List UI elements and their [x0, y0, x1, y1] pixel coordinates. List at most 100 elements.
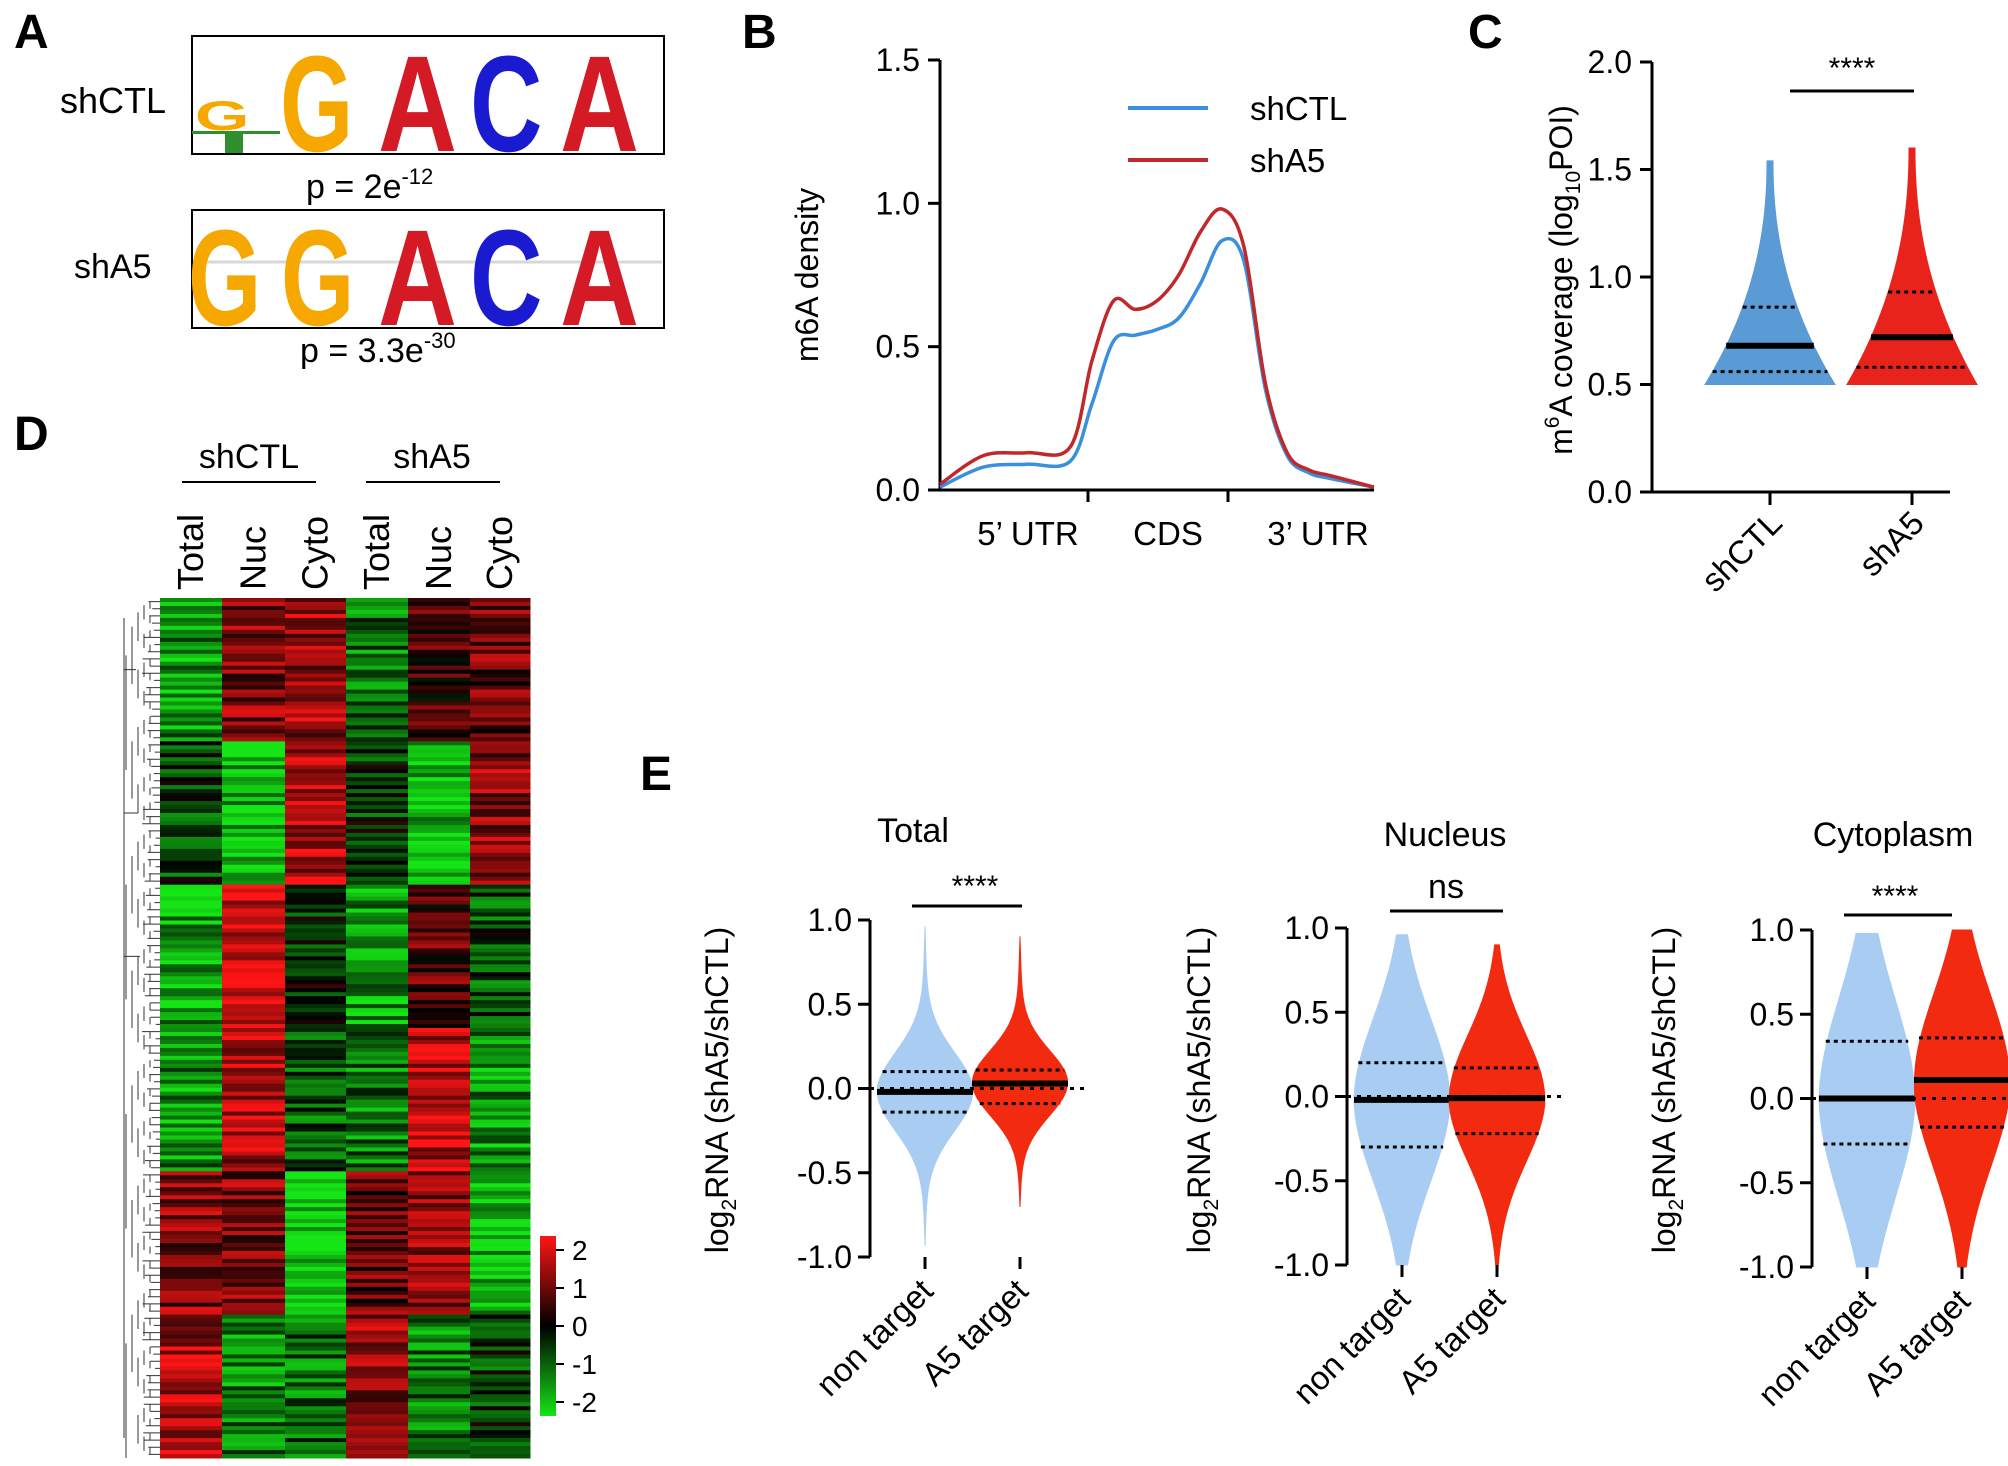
d-heatmap-cell	[470, 769, 531, 774]
d-heatmap-cell	[160, 828, 223, 834]
d-heatmap-cell	[470, 773, 531, 778]
d-heatmap-cell	[470, 1418, 531, 1423]
d-heatmap-cell	[470, 1290, 531, 1296]
d-heatmap-cell	[285, 1163, 347, 1168]
d-heatmap-cell	[470, 844, 531, 850]
d-heatmap-cell	[222, 1338, 286, 1344]
d-heatmap-cell	[285, 872, 347, 878]
d-heatmap-cell	[408, 1028, 471, 1033]
d-heatmap-cell	[222, 769, 286, 774]
d-heatmap-cell	[222, 892, 286, 898]
d-heatmap-cell	[346, 633, 409, 639]
d-heatmap-cell	[222, 868, 286, 874]
d-heatmap-cell	[346, 1119, 409, 1125]
d-scale-tick-label: 2	[572, 1235, 588, 1266]
d-heatmap-cell	[285, 701, 347, 706]
c-x-tick-label: shCTL	[1694, 504, 1789, 599]
d-heatmap-cell	[160, 765, 223, 770]
d-heatmap-cell	[285, 864, 347, 870]
d-heatmap-cell	[408, 809, 471, 814]
d-heatmap-cell	[470, 820, 531, 826]
d-heatmap-cell	[285, 1246, 347, 1252]
d-heatmap-cell	[408, 1239, 471, 1244]
d-heatmap-cell	[160, 769, 223, 774]
d-heatmap-cell	[408, 1394, 471, 1399]
d-heatmap-cell	[160, 717, 223, 722]
d-heatmap-cell	[346, 1039, 409, 1045]
d-heatmap-cell	[470, 629, 531, 635]
d-heatmap-cell	[346, 1147, 409, 1152]
d-heatmap-cell	[222, 809, 286, 814]
d-heatmap-cell	[222, 1258, 286, 1264]
d-heatmap-cell	[346, 1059, 409, 1065]
d-heatmap-cell	[470, 657, 531, 663]
d-heatmap-cell	[408, 1219, 471, 1224]
d-heatmap-cell	[285, 880, 347, 886]
d-heatmap-cell	[470, 1020, 531, 1025]
logo-sha5-letter-g1: G	[188, 202, 261, 355]
d-heatmap-cell	[285, 598, 347, 603]
d-heatmap-cell	[470, 685, 531, 691]
d-heatmap-cell	[346, 1008, 409, 1013]
d-heatmap-cell	[160, 1302, 223, 1308]
d-dendrogram-lines	[123, 601, 160, 1458]
d-heatmap-cell	[470, 617, 531, 623]
d-heatmap-cell	[222, 1179, 286, 1184]
d-heatmap-cell	[160, 1410, 223, 1415]
d-heatmap-cell	[470, 936, 531, 941]
d-heatmap-cell	[408, 888, 471, 894]
d-heatmap-cell	[346, 1346, 409, 1351]
d-heatmap-cell	[160, 789, 223, 794]
d-heatmap-cell	[470, 1024, 531, 1029]
d-heatmap-cell	[160, 1195, 223, 1200]
d-heatmap-cell	[222, 737, 286, 742]
d-heatmap-cell	[470, 645, 531, 651]
d-heatmap-cell	[222, 1382, 286, 1387]
d-heatmap-cell	[160, 1071, 223, 1077]
d-heatmap-cell	[346, 797, 409, 802]
d-heatmap-cell	[222, 1454, 286, 1459]
d-heatmap-cell	[408, 617, 471, 623]
d-heatmap-cell	[285, 1131, 347, 1136]
d-heatmap-cell	[408, 1362, 471, 1367]
d-heatmap-cell	[470, 948, 531, 953]
d-heatmap-cell	[470, 836, 531, 842]
d-dendrogram	[123, 601, 160, 1458]
d-heatmap-cell	[408, 824, 471, 830]
d-heatmap-cell	[285, 793, 347, 798]
d-heatmap-cell	[285, 693, 347, 699]
d-heatmap-cell	[408, 1199, 471, 1204]
d-heatmap-cell	[160, 860, 223, 866]
d-heatmap-cell	[346, 637, 409, 643]
d-heatmap-cell	[470, 693, 531, 699]
d-heatmap-cell	[222, 884, 286, 890]
d-heatmap-cell	[470, 1223, 531, 1228]
d-heatmap-cell	[222, 968, 286, 973]
d-heatmap-cell	[285, 1410, 347, 1415]
c-y-tick-label: 1.0	[1588, 259, 1632, 295]
d-heatmap-cell	[222, 1446, 286, 1451]
d-heatmap-cell	[346, 1302, 409, 1308]
d-heatmap-cell	[346, 729, 409, 734]
d-heatmap-cell	[222, 741, 286, 746]
d-heatmap-cell	[222, 701, 286, 706]
d-heatmap-cell	[160, 749, 223, 754]
d-heatmap-cell	[222, 1450, 286, 1455]
d-heatmap-cell	[222, 793, 286, 798]
d-heatmap-cell	[470, 598, 531, 603]
d-heatmap-cell	[470, 1394, 531, 1399]
d-heatmap-cell	[160, 1243, 223, 1248]
d-heatmap-cell	[346, 785, 409, 790]
d-heatmap-cell	[470, 1326, 531, 1332]
d-heatmap-cell	[160, 1131, 223, 1136]
d-heatmap-cell	[285, 916, 347, 921]
d-heatmap-cell	[346, 1270, 409, 1276]
d-heatmap-cell	[285, 860, 347, 866]
e-x-tick-label: non target	[1286, 1280, 1417, 1411]
d-heatmap-cell	[346, 713, 409, 718]
d-heatmap-cell	[222, 777, 286, 782]
d-heatmap-cell	[285, 1350, 347, 1355]
d-heatmap-cell	[285, 952, 347, 957]
d-heatmap-cell	[222, 860, 286, 866]
